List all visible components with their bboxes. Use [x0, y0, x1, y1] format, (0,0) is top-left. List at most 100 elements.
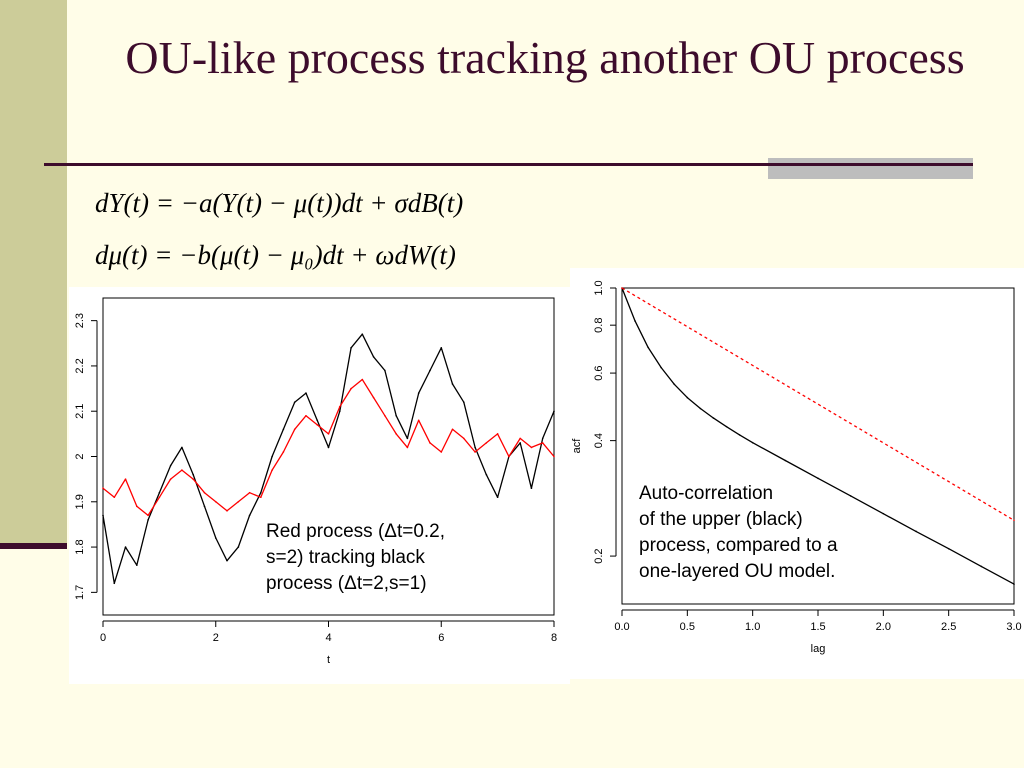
data-point: [384, 369, 386, 372]
data-point: [260, 491, 262, 494]
x-tick-label: 0: [100, 632, 106, 644]
data-point: [451, 428, 454, 431]
x-tick-label: 0.0: [614, 621, 629, 633]
data-point: [305, 414, 307, 417]
x-tick-label: 2: [213, 632, 219, 644]
plot-frame: [621, 287, 1015, 605]
y-tick-label: 1.8: [74, 539, 86, 554]
annotation-line: process (Δt=2,s=1): [266, 573, 427, 594]
data-point: [485, 473, 488, 476]
data-point: [429, 442, 431, 444]
data-point: [980, 565, 983, 568]
data-point: [849, 495, 852, 497]
annotation-line: Auto-correlation: [639, 483, 774, 504]
data-point: [751, 441, 754, 444]
data-point: [463, 401, 465, 403]
data-point: [440, 451, 443, 453]
data-point: [237, 546, 240, 548]
data-point: [147, 514, 149, 517]
data-point: [181, 469, 183, 471]
data-point: [541, 442, 544, 444]
x-tick-label: 2.5: [941, 621, 956, 633]
data-point: [350, 347, 352, 349]
data-point: [113, 496, 116, 499]
data-point: [530, 446, 533, 449]
y-tick-label: 1.7: [74, 585, 86, 600]
data-point: [327, 446, 330, 449]
data-point: [463, 437, 465, 440]
data-point: [915, 530, 917, 533]
acf-chart: 0.0 0.5 1.0 1.5 2.0 2.5 3.0 0.2 0.4 0.6 0.8 1.0 lag a…: [571, 280, 1022, 655]
data-point: [474, 451, 476, 453]
data-point: [673, 383, 676, 386]
x-tick-label: 1.5: [810, 621, 825, 633]
x-tick-label: 4: [325, 632, 331, 644]
data-point: [395, 433, 397, 435]
data-point: [102, 514, 104, 517]
data-point: [361, 333, 364, 336]
data-point: [305, 392, 307, 394]
data-point: [147, 519, 149, 521]
data-point: [271, 469, 273, 471]
y-tick-label: 0.8: [593, 318, 605, 333]
data-point: [113, 582, 116, 585]
y-tick-label: 0.6: [593, 365, 605, 380]
data-point: [530, 487, 533, 489]
title-divider-accent: [768, 158, 973, 179]
x-tick-label: 3.0: [1006, 621, 1021, 633]
data-point: [947, 547, 950, 550]
slide-title: OU-like process tracking another OU proc…: [125, 32, 965, 83]
data-point: [316, 424, 319, 426]
data-point: [282, 451, 285, 453]
data-point: [712, 417, 715, 419]
data-point: [621, 287, 623, 289]
data-point: [451, 383, 454, 385]
annotation-line: s=2) tracking black: [266, 547, 425, 568]
y-axis-label: acf: [571, 438, 583, 454]
data-point: [226, 510, 228, 512]
data-point: [817, 477, 819, 480]
data-point: [508, 455, 510, 458]
series-line: [621, 287, 1015, 521]
annotation-line: of the upper (black): [639, 509, 803, 530]
data-point: [406, 446, 409, 449]
data-point: [882, 512, 885, 515]
y-tick-label: 0.4: [593, 433, 605, 448]
data-point: [158, 496, 161, 499]
data-point: [169, 478, 172, 480]
data-point: [496, 496, 499, 499]
data-point: [136, 505, 138, 508]
data-point: [338, 410, 341, 413]
x-tick-label: 0.5: [680, 621, 695, 633]
data-point: [519, 437, 521, 440]
data-point: [102, 487, 104, 489]
data-point: [293, 428, 296, 431]
data-point: [158, 491, 161, 494]
data-point: [226, 559, 228, 562]
annotation-line: process, compared to a: [639, 535, 838, 556]
data-point: [237, 500, 240, 503]
y-tick-label: 2.1: [74, 404, 86, 419]
data-point: [203, 491, 206, 494]
time-series-chart: 0 2 4 6 8 1.7 1.8 1.9 2 2.1 2.2 2.3 t: [74, 297, 557, 666]
data-point: [1013, 583, 1015, 585]
acf-panel: 0.0 0.5 1.0 1.5 2.0 2.5 3.0 0.2 0.4 0.6 0.8 1.0 lag a…: [570, 268, 1024, 679]
x-axis-label: lag: [811, 643, 826, 655]
data-point: [181, 446, 183, 449]
x-tick-label: 2.0: [876, 621, 891, 633]
annotation-line: Red process (Δt=0.2,: [266, 521, 446, 542]
y-tick-label: 2: [74, 453, 86, 459]
equation-dmu: dμ(t) = −b(μ(t) − μ₀)dt + ωdW(t): [95, 240, 456, 270]
data-point: [372, 356, 375, 358]
data-point: [260, 496, 262, 499]
data-point: [553, 455, 555, 458]
data-point: [214, 537, 217, 539]
data-point: [519, 442, 521, 444]
data-point: [634, 320, 636, 322]
data-point: [699, 407, 702, 410]
left-chart-annotation: Red process (Δt=0.2, s=2) tracking black…: [266, 519, 445, 597]
data-point: [384, 414, 386, 417]
annotation-line: one-layered OU model.: [639, 561, 836, 582]
data-point: [541, 437, 544, 440]
title-divider: [44, 163, 970, 166]
